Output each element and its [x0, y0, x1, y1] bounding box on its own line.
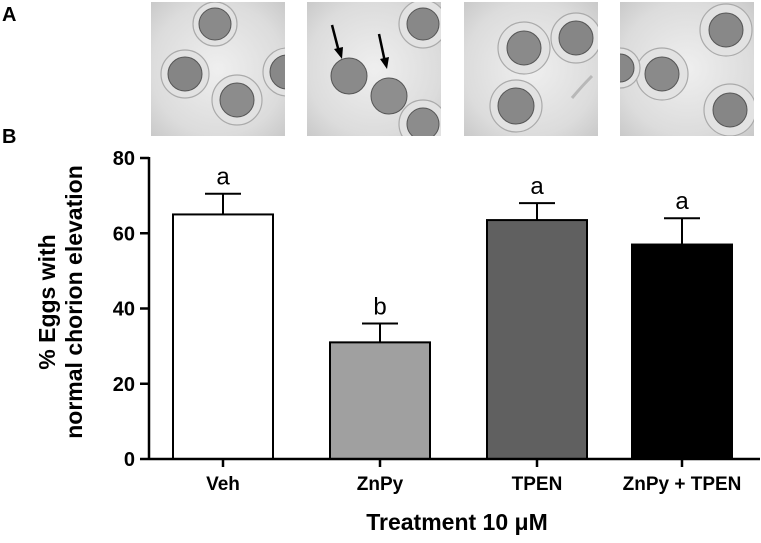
- x-tick-label: TPEN: [512, 474, 563, 495]
- panel-label-a: A: [2, 4, 17, 26]
- micrograph-znpy-tpen: [620, 2, 754, 136]
- egg: [703, 83, 754, 136]
- micrograph-tpen-eggs: [489, 12, 598, 133]
- egg: [620, 47, 641, 89]
- y-tick-label: 0: [124, 449, 135, 471]
- bar: [172, 213, 274, 460]
- x-tick-label: ZnPy + TPEN: [623, 474, 742, 495]
- egg: [330, 57, 368, 95]
- bar: [631, 243, 733, 460]
- y-tick-label: 40: [113, 299, 135, 321]
- axes-layer: Veh ZnPy TPEN ZnPy + TPEN 0 20 40 60 80: [113, 148, 760, 495]
- micrograph-veh: [151, 2, 285, 136]
- bar: [329, 341, 431, 460]
- x-axis-label: Treatment 10 μM: [366, 509, 548, 535]
- egg: [635, 47, 689, 101]
- y-tick-label: 60: [113, 223, 135, 245]
- significance-label: a: [675, 188, 689, 215]
- egg: [550, 12, 598, 64]
- micrograph-znpy: [307, 2, 441, 136]
- bar: [486, 219, 588, 460]
- egg: [160, 49, 210, 99]
- significance-label: b: [373, 294, 386, 321]
- significance-label: a: [530, 173, 544, 200]
- egg: [370, 77, 408, 115]
- egg: [192, 2, 238, 47]
- egg: [398, 99, 441, 136]
- egg: [489, 79, 543, 133]
- bars-layer: a b a a: [172, 164, 733, 460]
- egg: [211, 74, 263, 126]
- panel-label-b: B: [2, 126, 17, 148]
- arrow-icon: [377, 33, 389, 69]
- x-tick-label: ZnPy: [357, 474, 404, 495]
- y-tick-label: 80: [113, 148, 135, 170]
- egg: [262, 47, 285, 97]
- micrograph-znpy-tpen-eggs: [620, 3, 754, 136]
- micrograph-tpen: [464, 2, 598, 136]
- y-axis-label-line2: normal chorion elevation: [61, 165, 87, 439]
- egg: [398, 2, 441, 49]
- micrograph-veh-eggs: [160, 2, 285, 126]
- y-tick-label: 20: [113, 374, 135, 396]
- egg: [699, 3, 753, 57]
- debris-fiber: [570, 74, 594, 99]
- significance-label: a: [216, 164, 230, 191]
- micrograph-znpy-eggs: [330, 2, 441, 136]
- y-axis-label-line1: % Eggs with: [34, 234, 60, 369]
- x-tick-label: Veh: [206, 474, 240, 495]
- egg: [497, 21, 551, 75]
- arrow-icon: [330, 24, 343, 59]
